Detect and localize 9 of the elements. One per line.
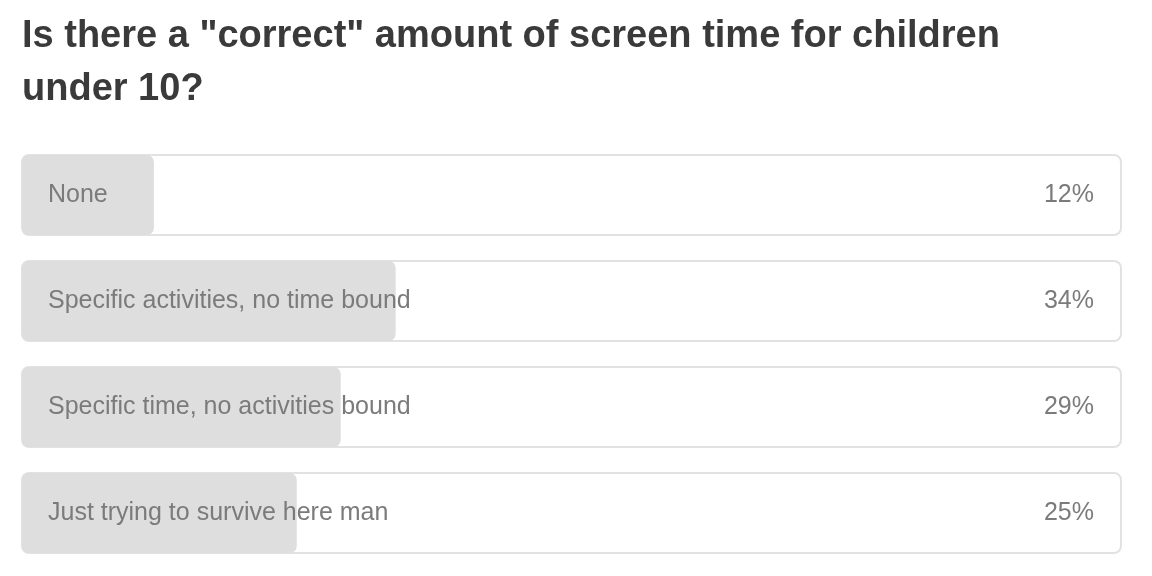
y-tick-label: None (48, 178, 108, 207)
data-label: 34% (1043, 284, 1094, 313)
data-label: 29% (1043, 390, 1094, 419)
data-label: 12% (1043, 178, 1094, 207)
chart-title: Is there a "correct" amount of screen time for children under 10? (22, 12, 1001, 110)
data-label: 25% (1043, 496, 1094, 525)
y-tick-label: Just trying to survive here man (48, 496, 389, 525)
y-tick-label: Specific activities, no time bound (48, 284, 411, 313)
y-tick-label: Specific time, no activities bound (48, 390, 411, 419)
